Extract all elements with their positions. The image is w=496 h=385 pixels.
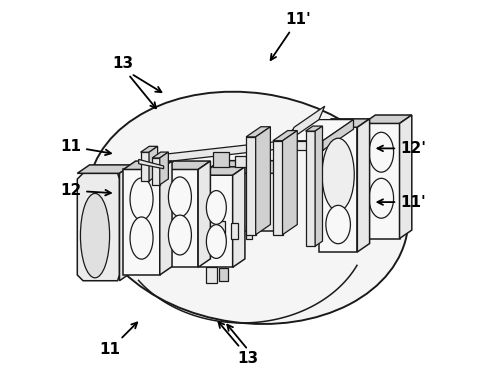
Polygon shape xyxy=(149,146,158,181)
Polygon shape xyxy=(140,152,149,181)
Polygon shape xyxy=(124,161,172,169)
Polygon shape xyxy=(160,152,168,185)
Text: 11: 11 xyxy=(99,323,137,357)
Polygon shape xyxy=(306,126,322,131)
Polygon shape xyxy=(246,127,270,137)
Ellipse shape xyxy=(88,92,408,324)
Ellipse shape xyxy=(169,215,191,255)
Text: 13: 13 xyxy=(238,351,258,366)
Polygon shape xyxy=(319,119,370,127)
Ellipse shape xyxy=(326,205,351,244)
Polygon shape xyxy=(233,167,245,267)
Polygon shape xyxy=(139,159,164,169)
Ellipse shape xyxy=(130,217,153,259)
Text: 13: 13 xyxy=(113,57,134,72)
Polygon shape xyxy=(200,175,233,267)
Polygon shape xyxy=(77,165,132,173)
Polygon shape xyxy=(277,120,354,141)
Polygon shape xyxy=(357,119,370,252)
Bar xyxy=(217,221,225,239)
Polygon shape xyxy=(363,124,399,239)
Polygon shape xyxy=(162,161,210,169)
Bar xyxy=(206,266,217,283)
Polygon shape xyxy=(306,131,315,246)
Ellipse shape xyxy=(130,178,153,220)
Polygon shape xyxy=(319,127,357,252)
Polygon shape xyxy=(288,106,325,141)
Polygon shape xyxy=(277,141,323,150)
Bar xyxy=(246,225,252,239)
Polygon shape xyxy=(315,126,322,246)
Ellipse shape xyxy=(206,224,226,258)
Polygon shape xyxy=(202,161,293,173)
Text: 11: 11 xyxy=(61,139,111,155)
Bar xyxy=(213,152,229,167)
Ellipse shape xyxy=(369,178,394,218)
Polygon shape xyxy=(363,115,412,124)
Polygon shape xyxy=(283,131,297,235)
Polygon shape xyxy=(148,139,302,164)
Polygon shape xyxy=(198,161,210,267)
Polygon shape xyxy=(140,146,158,152)
Polygon shape xyxy=(152,152,168,158)
Polygon shape xyxy=(120,165,132,281)
Polygon shape xyxy=(202,173,275,231)
Polygon shape xyxy=(273,131,297,141)
Polygon shape xyxy=(200,167,245,175)
Polygon shape xyxy=(399,115,412,239)
Polygon shape xyxy=(162,169,198,267)
Bar xyxy=(250,154,259,167)
Polygon shape xyxy=(246,137,255,235)
Polygon shape xyxy=(160,161,172,275)
Polygon shape xyxy=(323,120,354,150)
Polygon shape xyxy=(275,161,293,231)
Text: 12: 12 xyxy=(60,183,111,198)
Ellipse shape xyxy=(369,132,394,172)
Text: 11': 11' xyxy=(271,12,311,60)
Text: 11': 11' xyxy=(377,194,426,209)
Ellipse shape xyxy=(169,177,191,217)
Ellipse shape xyxy=(80,193,110,278)
Ellipse shape xyxy=(322,138,354,211)
Ellipse shape xyxy=(206,191,226,224)
Polygon shape xyxy=(273,141,283,235)
Polygon shape xyxy=(255,127,270,235)
Polygon shape xyxy=(152,158,160,185)
Text: 12': 12' xyxy=(377,141,426,156)
Polygon shape xyxy=(77,173,120,281)
Bar xyxy=(231,223,238,239)
Bar xyxy=(235,156,246,167)
Polygon shape xyxy=(124,169,160,275)
Bar xyxy=(219,268,228,281)
